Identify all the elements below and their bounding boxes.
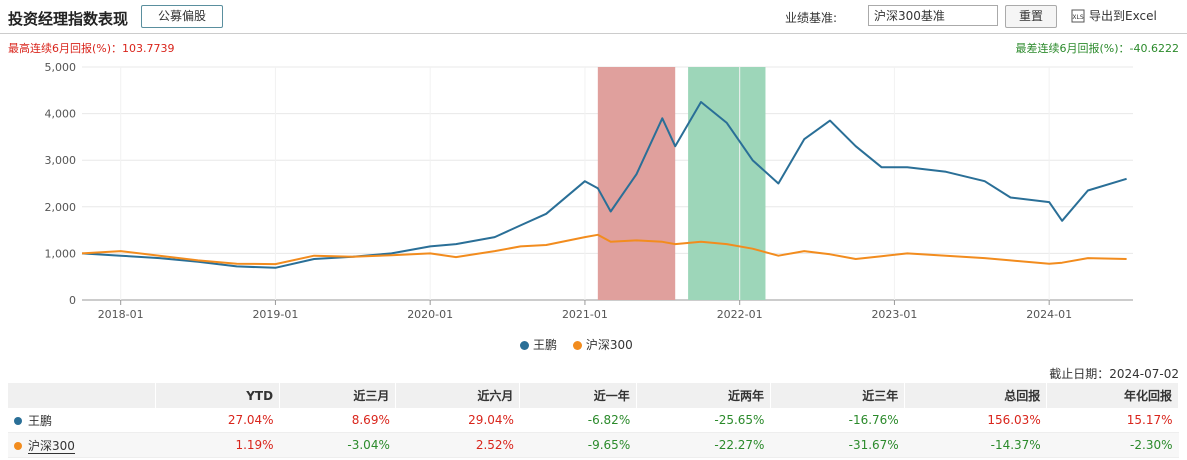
cell-ytd: 1.19% — [155, 432, 280, 458]
header: 投资经理指数表现 公募偏股 业绩基准: 沪深300基准 重置 XLS 导出到Ex… — [0, 0, 1187, 32]
col-header-6m: 近六月 — [395, 383, 521, 408]
cell-total: 156.03% — [904, 408, 1047, 433]
y-tick-label: 3,000 — [45, 154, 77, 167]
cell-3y: -16.76% — [770, 408, 905, 433]
legend-dot-manager — [520, 341, 529, 350]
x-tick-label: 2019-01 — [252, 308, 298, 321]
y-tick-label: 1,000 — [45, 247, 77, 260]
y-tick-label: 4,000 — [45, 108, 77, 121]
page-title: 投资经理指数表现 — [8, 10, 129, 28]
cell-2y: -25.65% — [636, 408, 771, 433]
cell-6m: 29.04% — [395, 408, 520, 433]
x-tick-label: 2024-01 — [1026, 308, 1072, 321]
y-tick-label: 2,000 — [45, 201, 77, 214]
benchmark-input[interactable]: 沪深300基准 — [868, 5, 998, 26]
cell-ytd: 27.04% — [155, 408, 280, 433]
row-label: 王鹏 — [28, 413, 53, 428]
table-row: 王鹏 27.04% 8.69% 29.04% -6.82% -25.65% -1… — [8, 408, 1179, 433]
col-header-total: 总回报 — [904, 383, 1048, 408]
worst-6m-return: 最差连续6月回报(%)：-40.6222 — [1015, 42, 1180, 55]
cell-3m: -3.04% — [279, 432, 396, 458]
y-tick-label: 0 — [69, 294, 76, 307]
best-6m-return: 最高连续6月回报(%)：103.7739 — [8, 42, 175, 55]
worst-period-band — [688, 67, 766, 300]
export-excel-button[interactable]: XLS 导出到Excel — [1071, 7, 1157, 24]
xls-icon: XLS — [1071, 9, 1085, 23]
cell-3m: 8.69% — [279, 408, 396, 433]
cell-annual: 15.17% — [1046, 408, 1179, 433]
x-tick-label: 2020-01 — [407, 308, 453, 321]
y-tick-label: 5,000 — [45, 61, 77, 74]
legend-label-manager: 王鹏 — [533, 338, 558, 352]
export-label: 导出到Excel — [1089, 9, 1157, 23]
divider — [0, 33, 1187, 34]
series-dot-manager — [14, 416, 22, 425]
legend-item-manager[interactable]: 王鹏 — [520, 336, 557, 353]
reset-button[interactable]: 重置 — [1005, 5, 1057, 28]
row-name-benchmark[interactable]: 沪深300 — [8, 432, 156, 458]
x-tick-label: 2018-01 — [98, 308, 144, 321]
legend-item-benchmark[interactable]: 沪深300 — [572, 336, 633, 353]
cell-1y: -6.82% — [519, 408, 637, 433]
col-header-name — [8, 383, 156, 408]
table-row: 沪深300 1.19% -3.04% 2.52% -9.65% -22.27% … — [8, 432, 1179, 458]
performance-chart: 0 1,000 2,000 3,000 4,000 5,000 2018-01 2019-01… — [45, 61, 1133, 321]
style-button[interactable]: 公募偏股 — [141, 5, 223, 28]
chart-legend: 王鹏 沪深300 — [520, 336, 645, 353]
legend-label-benchmark: 沪深300 — [585, 338, 633, 352]
cell-total: -14.37% — [904, 432, 1047, 458]
as-of-date: 截止日期：2024-07-02 — [1049, 367, 1179, 381]
legend-dot-benchmark — [572, 341, 582, 350]
col-header-3m: 近三月 — [279, 383, 397, 408]
series-line-manager — [81, 101, 1127, 269]
best-period-band — [597, 67, 676, 300]
cell-3y: -31.67% — [770, 432, 905, 458]
series-line-benchmark — [81, 233, 1127, 266]
col-header-annual: 年化回报 — [1046, 383, 1179, 408]
col-header-ytd: YTD — [155, 383, 281, 408]
cell-1y: -9.65% — [519, 432, 637, 458]
series-dot-benchmark — [14, 441, 22, 450]
col-header-3y: 近三年 — [770, 383, 906, 408]
x-tick-label: 2023-01 — [871, 308, 917, 321]
cell-6m: 2.52% — [395, 432, 520, 458]
performance-table: YTD 近三月 近六月 近一年 近两年 近三年 总回报 年化回报 王鹏 27.0… — [8, 383, 1179, 458]
col-header-2y: 近两年 — [636, 383, 771, 408]
table-header-row: YTD 近三月 近六月 近一年 近两年 近三年 总回报 年化回报 — [8, 383, 1179, 408]
row-label-link[interactable]: 沪深300 — [28, 438, 75, 454]
row-name-manager[interactable]: 王鹏 — [8, 408, 156, 433]
x-tick-label: 2021-01 — [562, 308, 608, 321]
cell-2y: -22.27% — [636, 432, 771, 458]
svg-text:XLS: XLS — [1072, 14, 1083, 21]
col-header-1y: 近一年 — [519, 383, 637, 408]
cell-annual: -2.30% — [1046, 432, 1179, 458]
x-tick-label: 2022-01 — [717, 308, 763, 321]
benchmark-label: 业绩基准: — [785, 11, 838, 25]
